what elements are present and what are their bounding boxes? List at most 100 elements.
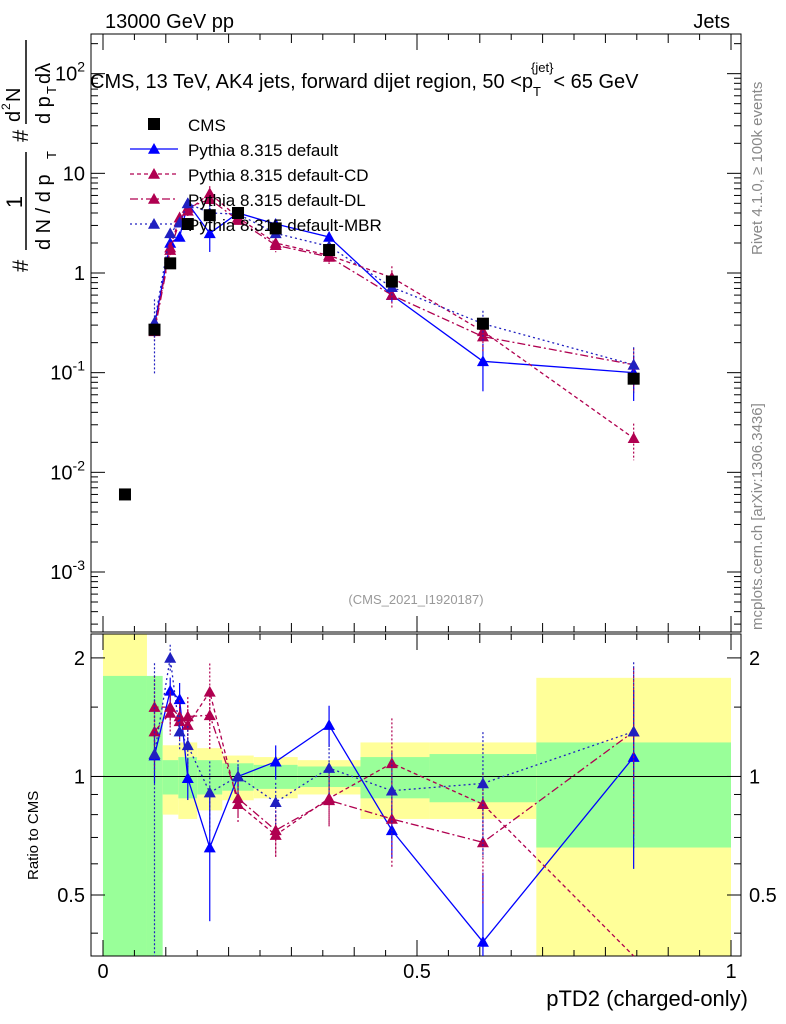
ratio-point [323,762,336,773]
cms-data-point [118,488,131,501]
legend-label: Pythia 8.315 default-MBR [188,216,382,235]
cms-data-point [203,209,216,222]
ratio-point [173,693,186,705]
series-point [323,250,336,262]
svg-text:2: 2 [0,103,13,110]
svg-text:d N / d p: d N / d p [33,174,55,250]
ratio-point [203,709,216,721]
series-point [476,355,489,367]
series-point [232,214,245,225]
ratio-point [385,784,398,796]
ratio-point [476,798,489,810]
ratio-point [323,794,336,806]
ratio-point [385,757,398,769]
main-plot-frame [90,33,742,633]
x-tick-label: 1 [725,961,736,983]
ratio-tick-label: 0.5 [57,885,85,907]
svg-text:T: T [44,86,59,94]
ratio-point [232,770,245,782]
analysis-watermark: (CMS_2021_I1920187) [348,592,483,607]
series-point [164,227,177,239]
y-tick-label: 10 [63,163,85,185]
ratio-tick-label: 1 [74,766,85,788]
cms-data-point [385,275,398,288]
series-point [173,230,186,242]
x-tick-label: 0 [97,961,108,983]
ratio-point [203,786,216,798]
series-point [627,432,640,443]
series-point [627,358,640,370]
x-tick-label: 0.5 [403,961,431,983]
svg-text:T: T [44,151,59,159]
svg-text:N: N [3,88,25,102]
ratio-point [181,710,194,722]
ratio-point [203,841,216,853]
cms-data-point [476,317,489,330]
ratio-point [181,719,194,730]
y-tick-label: 10-1 [50,358,85,385]
legend: CMS Pythia 8.315 default Pythia 8.315 defa… [130,116,382,235]
ratio-point [269,796,282,808]
svg-text:dλ: dλ [33,63,55,84]
ratio-tick-label: 1 [749,766,760,788]
ratio-point [232,792,245,804]
header-right: Jets [693,11,730,33]
legend-marker [148,218,160,229]
ratio-point [148,701,161,712]
x-axis-label: pTD2 (charged-only) [546,986,748,1011]
ratio-point [181,739,194,751]
legend-label-cms: CMS [188,116,226,135]
legend-marker [148,193,160,204]
svg-text:#: # [8,129,33,142]
svg-text:d: d [3,111,25,122]
ratio-point [323,719,336,730]
ratio-tick-label: 2 [74,648,85,670]
legend-label: Pythia 8.315 default [188,141,339,160]
ratio-point [164,684,177,696]
ratio-point [269,755,282,767]
header-left: 13000 GeV pp [105,11,234,33]
ratio-point [173,725,186,737]
legend-marker [148,143,160,154]
series-point [323,230,336,242]
ratio-point [269,824,282,836]
mcplots-label: mcplots.cern.ch [arXiv:1306.3436] [749,403,766,630]
ratio-series-line [153,657,634,804]
cms-data-point [627,372,640,385]
chart-title: CMS, 13 TeV, AK4 jets, forward dijet reg… [90,60,639,99]
legend-cms-marker [148,118,160,130]
legend-label: Pythia 8.315 default-DL [188,191,366,210]
series-point [181,197,194,209]
cms-data-point [148,323,161,336]
svg-text:d p: d p [33,96,55,124]
legend-label: Pythia 8.315 default-CD [188,166,369,185]
svg-text:1: 1 [2,196,27,208]
legend-marker [148,168,160,179]
ratio-point [164,706,177,718]
ratio-point [148,748,161,759]
cms-data-point [269,222,282,235]
y-axis-label: # 1 d N / d p T # d 2 N d p T dλ [0,40,59,272]
ratio-point [164,651,177,663]
ratio-point [181,772,194,783]
ratio-point [627,725,640,737]
ratio-plot-frame [90,633,742,957]
y-tick-label: 10-3 [50,557,85,584]
cms-data-point [181,218,194,231]
series-point [203,227,216,239]
cms-data-point [232,206,245,219]
uncertainty-band-inner [162,760,179,795]
ratio-point [476,935,489,947]
ratio-point [476,777,489,789]
rivet-label: Rivet 4.1.0, ≥ 100k events [749,82,766,255]
y-tick-label: 1 [74,263,85,285]
svg-text:#: # [8,259,33,272]
cms-data-point [164,257,177,270]
ratio-tick-label: 2 [749,648,760,670]
ratio-y-label: Ratio to CMS [25,791,42,880]
ratio-tick-label: 0.5 [749,885,777,907]
series-point [203,193,216,205]
cms-data-point [323,244,336,257]
series-point [269,239,282,251]
